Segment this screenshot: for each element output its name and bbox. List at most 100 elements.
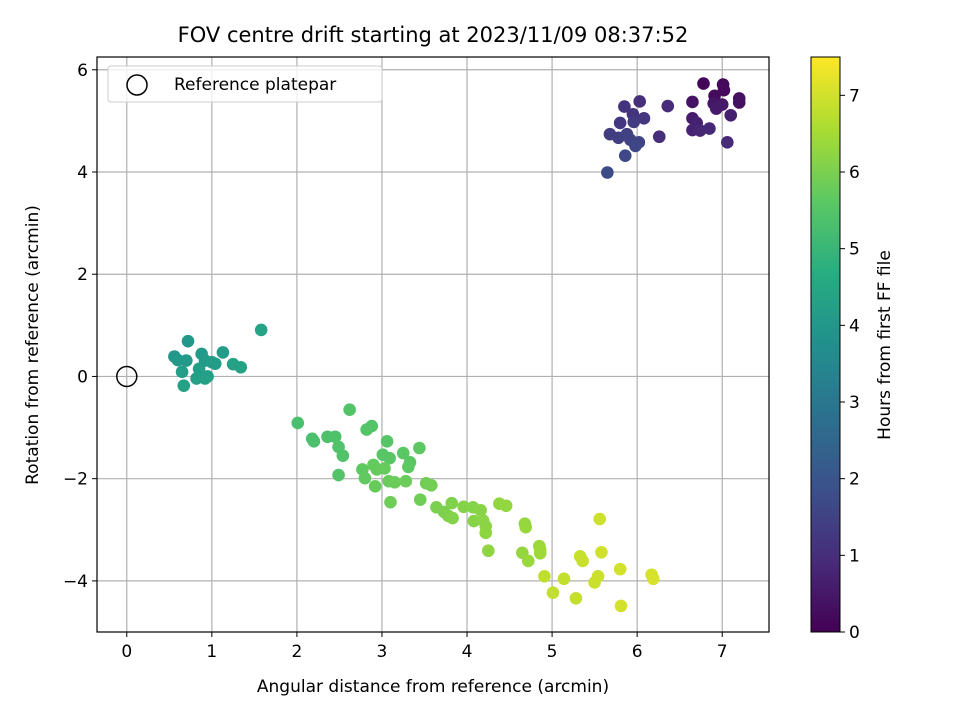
y-axis-label: Rotation from reference (arcmin) (23, 205, 43, 485)
data-point (424, 479, 438, 492)
data-point (724, 108, 738, 122)
data-point (519, 520, 533, 534)
x-tick-label: 3 (377, 642, 388, 662)
data-point (618, 149, 632, 162)
data-point (380, 435, 394, 448)
data-point (332, 468, 345, 482)
data-point (413, 441, 426, 455)
data-point (254, 323, 268, 337)
scatter-points (116, 77, 746, 613)
x-tick-label: 0 (121, 642, 132, 662)
data-point (181, 334, 195, 348)
data-point (234, 360, 248, 374)
data-point (358, 471, 372, 485)
legend: Reference platepar (107, 65, 383, 103)
colorbar-bar (810, 56, 841, 633)
data-point (216, 346, 230, 359)
data-point (402, 460, 415, 474)
x-tick-label: 4 (462, 642, 473, 662)
colorbar-tick-label: 1 (849, 546, 860, 566)
y-tick-label: 0 (77, 367, 88, 387)
data-point (538, 569, 551, 583)
data-point (647, 572, 660, 586)
colorbar-ticks: 0 1 2 3 4 5 6 7 (840, 86, 860, 643)
data-point (637, 112, 651, 125)
data-point (557, 572, 571, 586)
data-point (208, 357, 222, 370)
data-point (378, 462, 391, 475)
data-point (593, 512, 607, 526)
y-tick-label: 6 (77, 61, 88, 81)
data-point (291, 416, 305, 430)
data-point (591, 569, 605, 583)
data-point (533, 546, 547, 560)
data-point (384, 495, 397, 509)
data-point (328, 430, 342, 444)
data-point (618, 100, 631, 113)
data-point (629, 139, 642, 153)
data-point (709, 102, 723, 115)
data-point (576, 554, 590, 568)
data-point (721, 136, 734, 149)
y-tick-label: −2 (63, 470, 88, 490)
data-point (499, 499, 513, 513)
data-point (198, 372, 212, 385)
data-point (446, 511, 459, 525)
colorbar: 0 1 2 3 4 5 6 7 Hours from first FF file (810, 56, 895, 643)
data-point (732, 96, 746, 109)
y-tick-label: 2 (77, 265, 88, 285)
data-point (686, 95, 699, 109)
legend-marker-reference (126, 74, 148, 96)
data-point (693, 124, 707, 137)
colorbar-label: Hours from first FF file (875, 250, 895, 440)
x-tick-label: 5 (547, 642, 558, 662)
data-point (445, 496, 459, 510)
data-point (388, 475, 402, 489)
grid (97, 57, 769, 632)
y-tick-label: 4 (77, 163, 88, 183)
reference-platepar-marker (116, 365, 138, 388)
x-tick-label: 1 (206, 642, 217, 662)
data-point (383, 451, 396, 465)
data-point (177, 379, 191, 392)
data-point (467, 514, 481, 528)
colorbar-tick-label: 3 (849, 393, 860, 413)
data-point (365, 419, 379, 433)
colorbar-tick-label: 5 (849, 240, 860, 260)
data-point (595, 545, 608, 559)
x-axis-ticks: 0 1 2 3 4 5 6 7 (121, 632, 728, 662)
data-point (175, 365, 189, 379)
colorbar-tick-label: 0 (849, 623, 860, 643)
x-axis-label: Angular distance from reference (arcmin) (257, 677, 609, 697)
data-point (569, 591, 583, 605)
data-point (521, 554, 535, 568)
data-point (457, 500, 470, 514)
data-point (479, 526, 493, 540)
data-point (343, 403, 356, 416)
y-axis-ticks: −4 −2 0 2 4 6 (63, 61, 97, 592)
y-tick-label: −4 (63, 572, 88, 592)
data-point (613, 116, 627, 130)
colorbar-tick-label: 2 (849, 470, 860, 490)
data-point (627, 115, 641, 129)
colorbar-tick-label: 4 (849, 316, 860, 336)
data-point (413, 493, 427, 506)
data-point (481, 544, 495, 558)
colorbar-tick-label: 7 (849, 86, 860, 106)
data-point (614, 599, 628, 613)
data-point (399, 474, 413, 488)
data-point (180, 354, 193, 367)
data-point (652, 130, 666, 144)
data-point (368, 480, 382, 493)
chart-title: FOV centre drift starting at 2023/11/09 … (178, 23, 689, 47)
data-point (613, 562, 627, 576)
data-point (601, 166, 614, 179)
data-point (703, 122, 716, 135)
data-point (661, 99, 675, 113)
data-point (307, 435, 321, 448)
x-tick-label: 6 (632, 642, 643, 662)
colorbar-tick-label: 6 (849, 163, 860, 183)
data-point (336, 449, 350, 462)
data-point (474, 504, 487, 517)
